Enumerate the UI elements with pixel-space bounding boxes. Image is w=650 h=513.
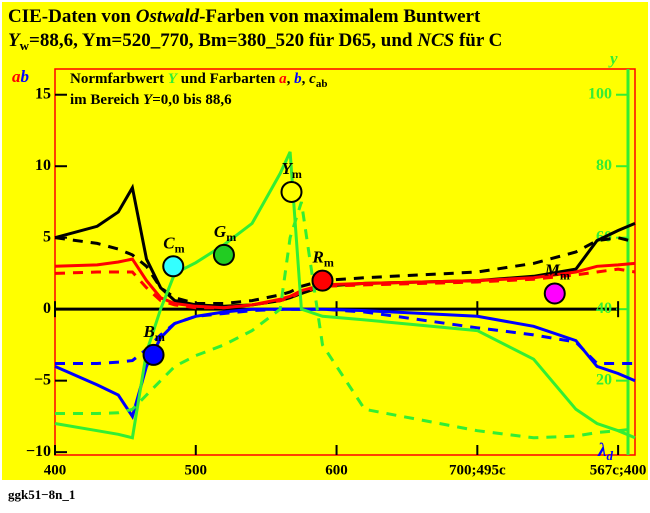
point-label-sub: m xyxy=(324,255,334,269)
y2-tick-label: 100 xyxy=(588,85,612,102)
note-part: b xyxy=(294,71,302,87)
x-tick-label: 567c;400 xyxy=(590,462,647,478)
point-label: Rm xyxy=(311,247,333,269)
point-label-letter: B xyxy=(143,322,155,341)
x-tick-label: 500 xyxy=(185,462,208,478)
point xyxy=(212,243,235,266)
y2-tick-label: 40 xyxy=(596,300,612,317)
point-label-letter: R xyxy=(311,247,323,266)
x-axis-label: λd xyxy=(597,440,613,463)
dashed-line xyxy=(54,267,636,310)
plot-frame xyxy=(54,68,636,456)
note-part: , xyxy=(287,71,295,87)
point xyxy=(543,282,566,305)
y-label-part: b xyxy=(21,67,30,86)
point-label: Mm xyxy=(544,260,570,282)
title-part: w xyxy=(20,38,30,53)
title-part: NCS xyxy=(416,30,454,51)
x-tick-label: 400 xyxy=(44,462,67,478)
title-part: Ostwald xyxy=(136,6,200,27)
y-label-part: a xyxy=(12,67,21,86)
note-part: im Bereich xyxy=(70,92,143,108)
point-label-sub: m xyxy=(226,230,236,244)
point xyxy=(280,180,303,203)
point xyxy=(162,255,185,278)
y2-tick-label: 20 xyxy=(596,371,612,388)
point-label-letter: C xyxy=(163,233,175,252)
point-label-letter: Y xyxy=(282,159,294,178)
y-axis-label: ab xyxy=(12,67,29,86)
y2-axis-label: y xyxy=(608,49,618,68)
point-label-sub: m xyxy=(292,167,302,181)
title-part: CIE-Daten von xyxy=(8,6,136,27)
title-part: für C xyxy=(454,30,502,51)
y-tick-label: 0 xyxy=(43,300,51,317)
y-tick-label: −10 xyxy=(26,443,51,460)
note-part: c xyxy=(309,71,316,87)
note-part: Y xyxy=(168,71,179,87)
title-part: -Farben von maximalem Buntwert xyxy=(199,6,481,27)
point-label: Bm xyxy=(143,322,165,344)
note-line2: im Bereich Y=0,0 bis 88,6 xyxy=(70,92,232,108)
y-tick-label: 15 xyxy=(35,85,51,102)
point-label-letter: M xyxy=(544,260,561,279)
point xyxy=(311,269,334,292)
note-part: ab xyxy=(316,78,328,90)
note-part: Y xyxy=(143,92,154,108)
point xyxy=(142,343,165,366)
point-label: Cm xyxy=(163,233,184,255)
title-line2: Yw=88,6, Ym=520_770, Bm=380_520 für D65,… xyxy=(8,30,502,53)
note-part: , xyxy=(302,71,310,87)
x-tick-label: 600 xyxy=(325,462,348,478)
y-tick-label: 10 xyxy=(35,157,51,174)
point-label-sub: m xyxy=(155,330,165,344)
point-label: Ym xyxy=(282,159,302,181)
y2-tick-label: 80 xyxy=(596,157,612,174)
x-tick-label: 700;495c xyxy=(449,462,506,478)
title-part: =88,6, Ym=520_770, Bm=380_520 für D65, u… xyxy=(29,30,417,51)
line xyxy=(54,151,636,440)
note-part: Normfarbwert xyxy=(70,71,168,87)
note-part: =0,0 bis 88,6 xyxy=(152,92,232,108)
point-label: Gm xyxy=(214,222,236,244)
point-label-sub: m xyxy=(560,268,570,282)
chart-bg xyxy=(2,2,648,480)
x-label-part: d xyxy=(606,448,613,463)
footer: ggk51−8n_1 xyxy=(8,487,75,502)
y-tick-label: −5 xyxy=(34,371,51,388)
note-part: und Farbarten xyxy=(177,71,279,87)
point-label-letter: G xyxy=(214,222,227,241)
point-label-sub: m xyxy=(175,241,185,255)
title-line1: CIE-Daten von Ostwald-Farben von maximal… xyxy=(8,6,481,27)
note-part: a xyxy=(279,71,287,87)
y-tick-label: 5 xyxy=(43,228,51,245)
x-label-part: λ xyxy=(597,440,606,461)
note-line1: Normfarbwert Y und Farbarten a, b, cab xyxy=(70,71,327,89)
title-part: Y xyxy=(8,30,22,51)
dashed-line xyxy=(55,201,636,440)
